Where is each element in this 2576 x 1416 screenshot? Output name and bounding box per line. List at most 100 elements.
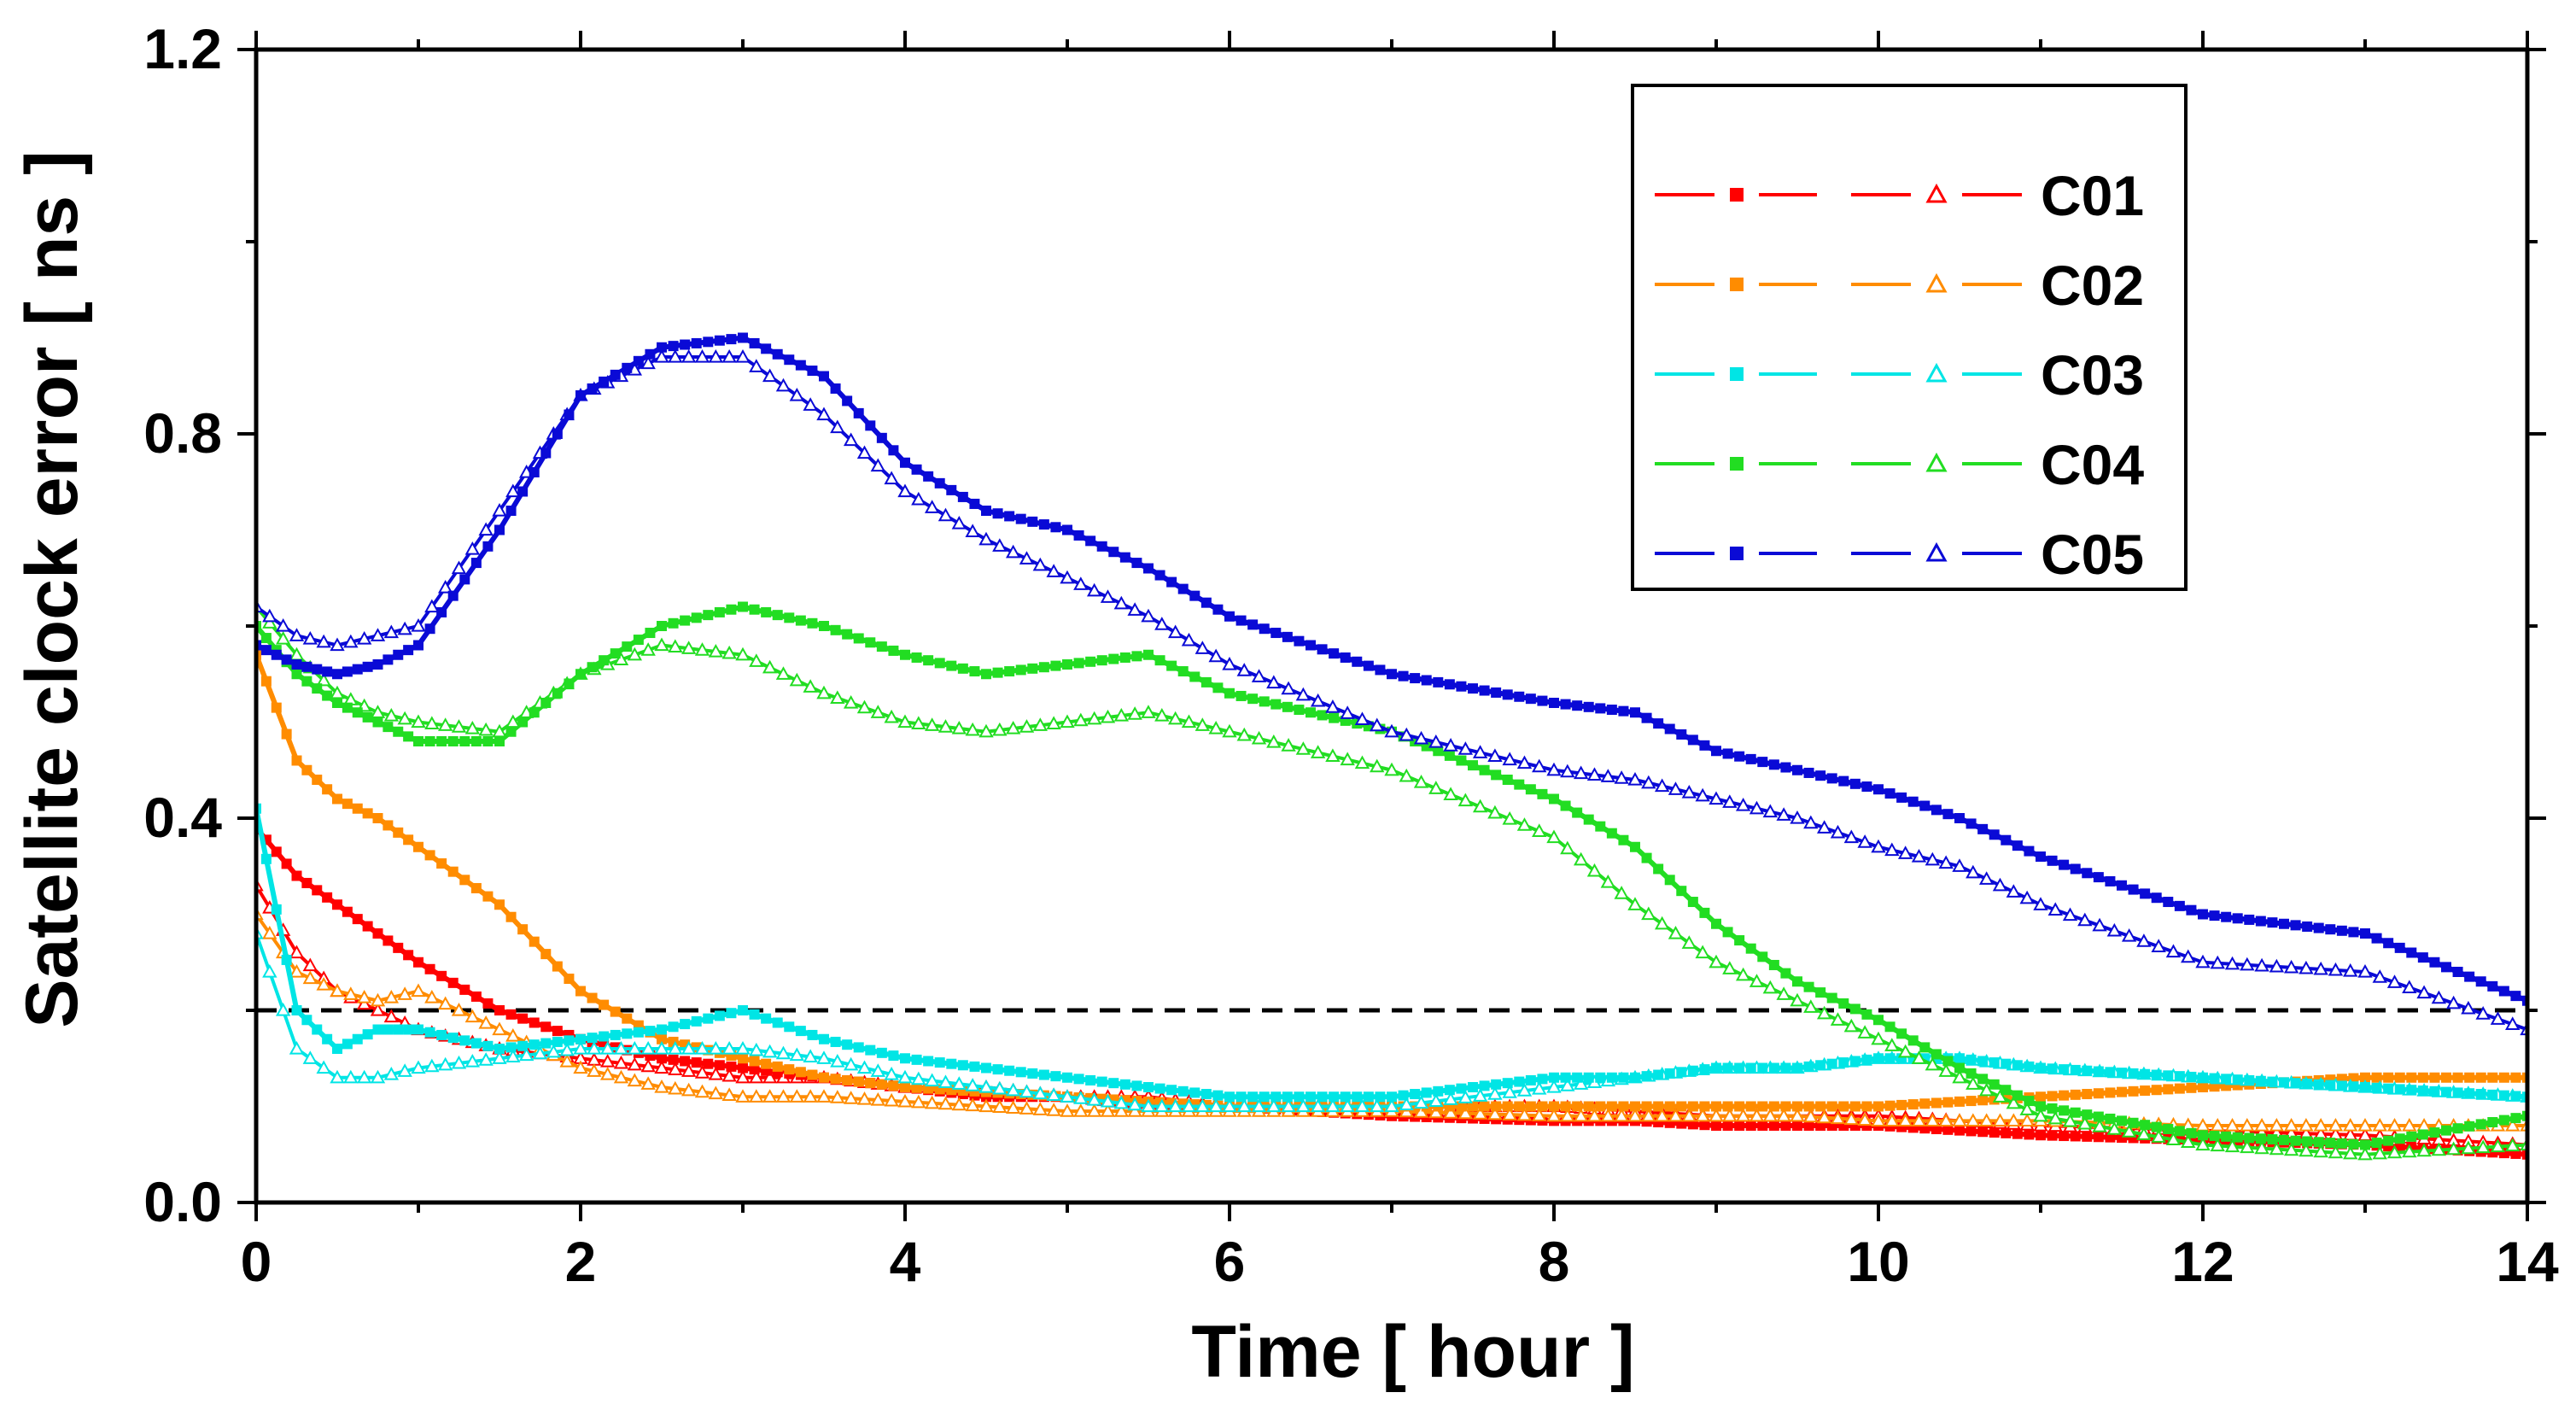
point-C04-filled — [2348, 1138, 2359, 1150]
point-C03-open — [613, 1040, 629, 1055]
point-C04-open — [1641, 906, 1656, 921]
point-C03-filled — [2406, 1085, 2417, 1096]
y-tick-label: 0.8 — [143, 401, 222, 465]
point-C02-open — [343, 986, 359, 1000]
point-C03-open — [1236, 1098, 1252, 1113]
point-C05-open — [1457, 741, 1474, 755]
point-C05-filled — [2394, 942, 2405, 953]
point-C02-filled — [2522, 1072, 2527, 1083]
point-C04-open — [938, 719, 954, 733]
point-C05-filled — [2105, 875, 2116, 886]
point-C02-filled — [1792, 1101, 1802, 1112]
point-C03-open — [1073, 1091, 1089, 1104]
point-C05-filled — [1676, 728, 1687, 740]
point-C05-filled — [383, 654, 394, 665]
point-C02-filled — [1618, 1101, 1629, 1112]
point-C05-filled — [271, 649, 282, 660]
point-C04-filled — [482, 736, 494, 746]
point-C04-filled — [1247, 693, 1259, 705]
point-C05-open — [1019, 551, 1035, 565]
point-C04-filled — [1676, 886, 1687, 897]
point-C03-open — [749, 1042, 764, 1056]
point-C02-filled — [1734, 1101, 1745, 1112]
point-C05-filled — [1641, 712, 1652, 723]
point-C02-open — [2505, 1117, 2521, 1132]
point-C03-filled — [552, 1036, 563, 1047]
point-C04-filled — [1200, 676, 1212, 688]
point-C02-open — [1668, 1108, 1684, 1122]
point-C01-filled — [1722, 1121, 1733, 1131]
point-C04-filled — [865, 637, 876, 648]
point-C01-open — [721, 1068, 737, 1082]
point-C04-filled — [517, 717, 529, 728]
point-C04-filled — [352, 707, 363, 718]
point-C05-filled — [2498, 986, 2509, 997]
point-C02-open — [1857, 1112, 1872, 1126]
point-C05-filled — [1038, 519, 1049, 530]
point-C02-open — [897, 1093, 913, 1108]
point-C04-open — [1830, 1012, 1846, 1026]
point-C04-filled — [2417, 1129, 2428, 1140]
point-C05-open — [1573, 765, 1589, 780]
point-C03-filled — [1826, 1058, 1837, 1069]
point-C04-filled — [1572, 807, 1583, 818]
point-C03-open — [803, 1049, 818, 1062]
point-C02-filled — [1966, 1096, 1977, 1107]
point-C02-open — [1843, 1111, 1860, 1126]
point-C03-filled — [1873, 1053, 1884, 1064]
point-C04-open — [1266, 734, 1282, 748]
point-C03-filled — [1560, 1072, 1571, 1083]
point-C02-open — [1803, 1109, 1819, 1123]
point-C04-filled — [2128, 1117, 2139, 1128]
point-C03-filled — [957, 1060, 968, 1071]
point-C02-filled — [424, 850, 435, 861]
point-C05-filled — [761, 343, 772, 354]
point-C01-filled — [1803, 1121, 1814, 1131]
point-C05-open — [1830, 824, 1846, 839]
point-C03-filled — [1815, 1060, 1826, 1071]
point-C05-filled — [2221, 911, 2232, 922]
point-C02-filled — [2475, 1072, 2486, 1083]
point-C05-open — [789, 387, 805, 401]
point-C04-filled — [1884, 1021, 1895, 1033]
point-C02-open — [938, 1096, 954, 1110]
point-C04-filled — [1896, 1028, 1907, 1039]
point-C04-filled — [1073, 658, 1084, 669]
point-C04-open — [1195, 717, 1211, 731]
point-C05-open — [830, 419, 845, 434]
point-C05-open — [370, 628, 386, 641]
legend-label-C04: C04 — [2041, 433, 2144, 496]
point-C05-filled — [1421, 675, 1432, 686]
point-C03-open — [343, 1069, 359, 1084]
point-C02-filled — [900, 1082, 910, 1092]
point-C02-filled — [1630, 1101, 1640, 1112]
point-C02-open — [1735, 1108, 1751, 1122]
point-C04-open — [2165, 1132, 2182, 1145]
point-C04-filled — [2279, 1134, 2289, 1145]
point-C02-filled — [1942, 1097, 1954, 1108]
point-C03-open — [1354, 1098, 1370, 1113]
point-C02-filled — [1595, 1101, 1606, 1112]
point-C05-open — [749, 359, 764, 372]
point-C04-filled — [2255, 1133, 2266, 1144]
point-C04-open — [816, 685, 832, 699]
point-C04-open — [721, 645, 737, 659]
point-C03-filled — [622, 1028, 633, 1039]
point-C05-filled — [1456, 681, 1467, 692]
point-C02-open — [978, 1098, 994, 1113]
point-C04-filled — [1861, 1009, 1872, 1020]
point-C05-open — [2357, 963, 2373, 978]
point-C04-filled — [1270, 699, 1282, 710]
point-C03-filled — [680, 1019, 691, 1030]
point-C05-filled — [1062, 524, 1072, 535]
point-C03-filled — [1027, 1068, 1038, 1079]
point-C04-open — [1100, 709, 1116, 723]
point-C03-filled — [2186, 1071, 2197, 1082]
point-C05-filled — [1177, 583, 1189, 594]
point-C04-filled — [2151, 1121, 2162, 1132]
point-C03-filled — [599, 1031, 610, 1042]
point-C03-filled — [2255, 1075, 2266, 1086]
point-C02-open — [2299, 1117, 2314, 1132]
point-C05-filled — [2117, 880, 2127, 891]
point-C02-open — [843, 1091, 859, 1104]
